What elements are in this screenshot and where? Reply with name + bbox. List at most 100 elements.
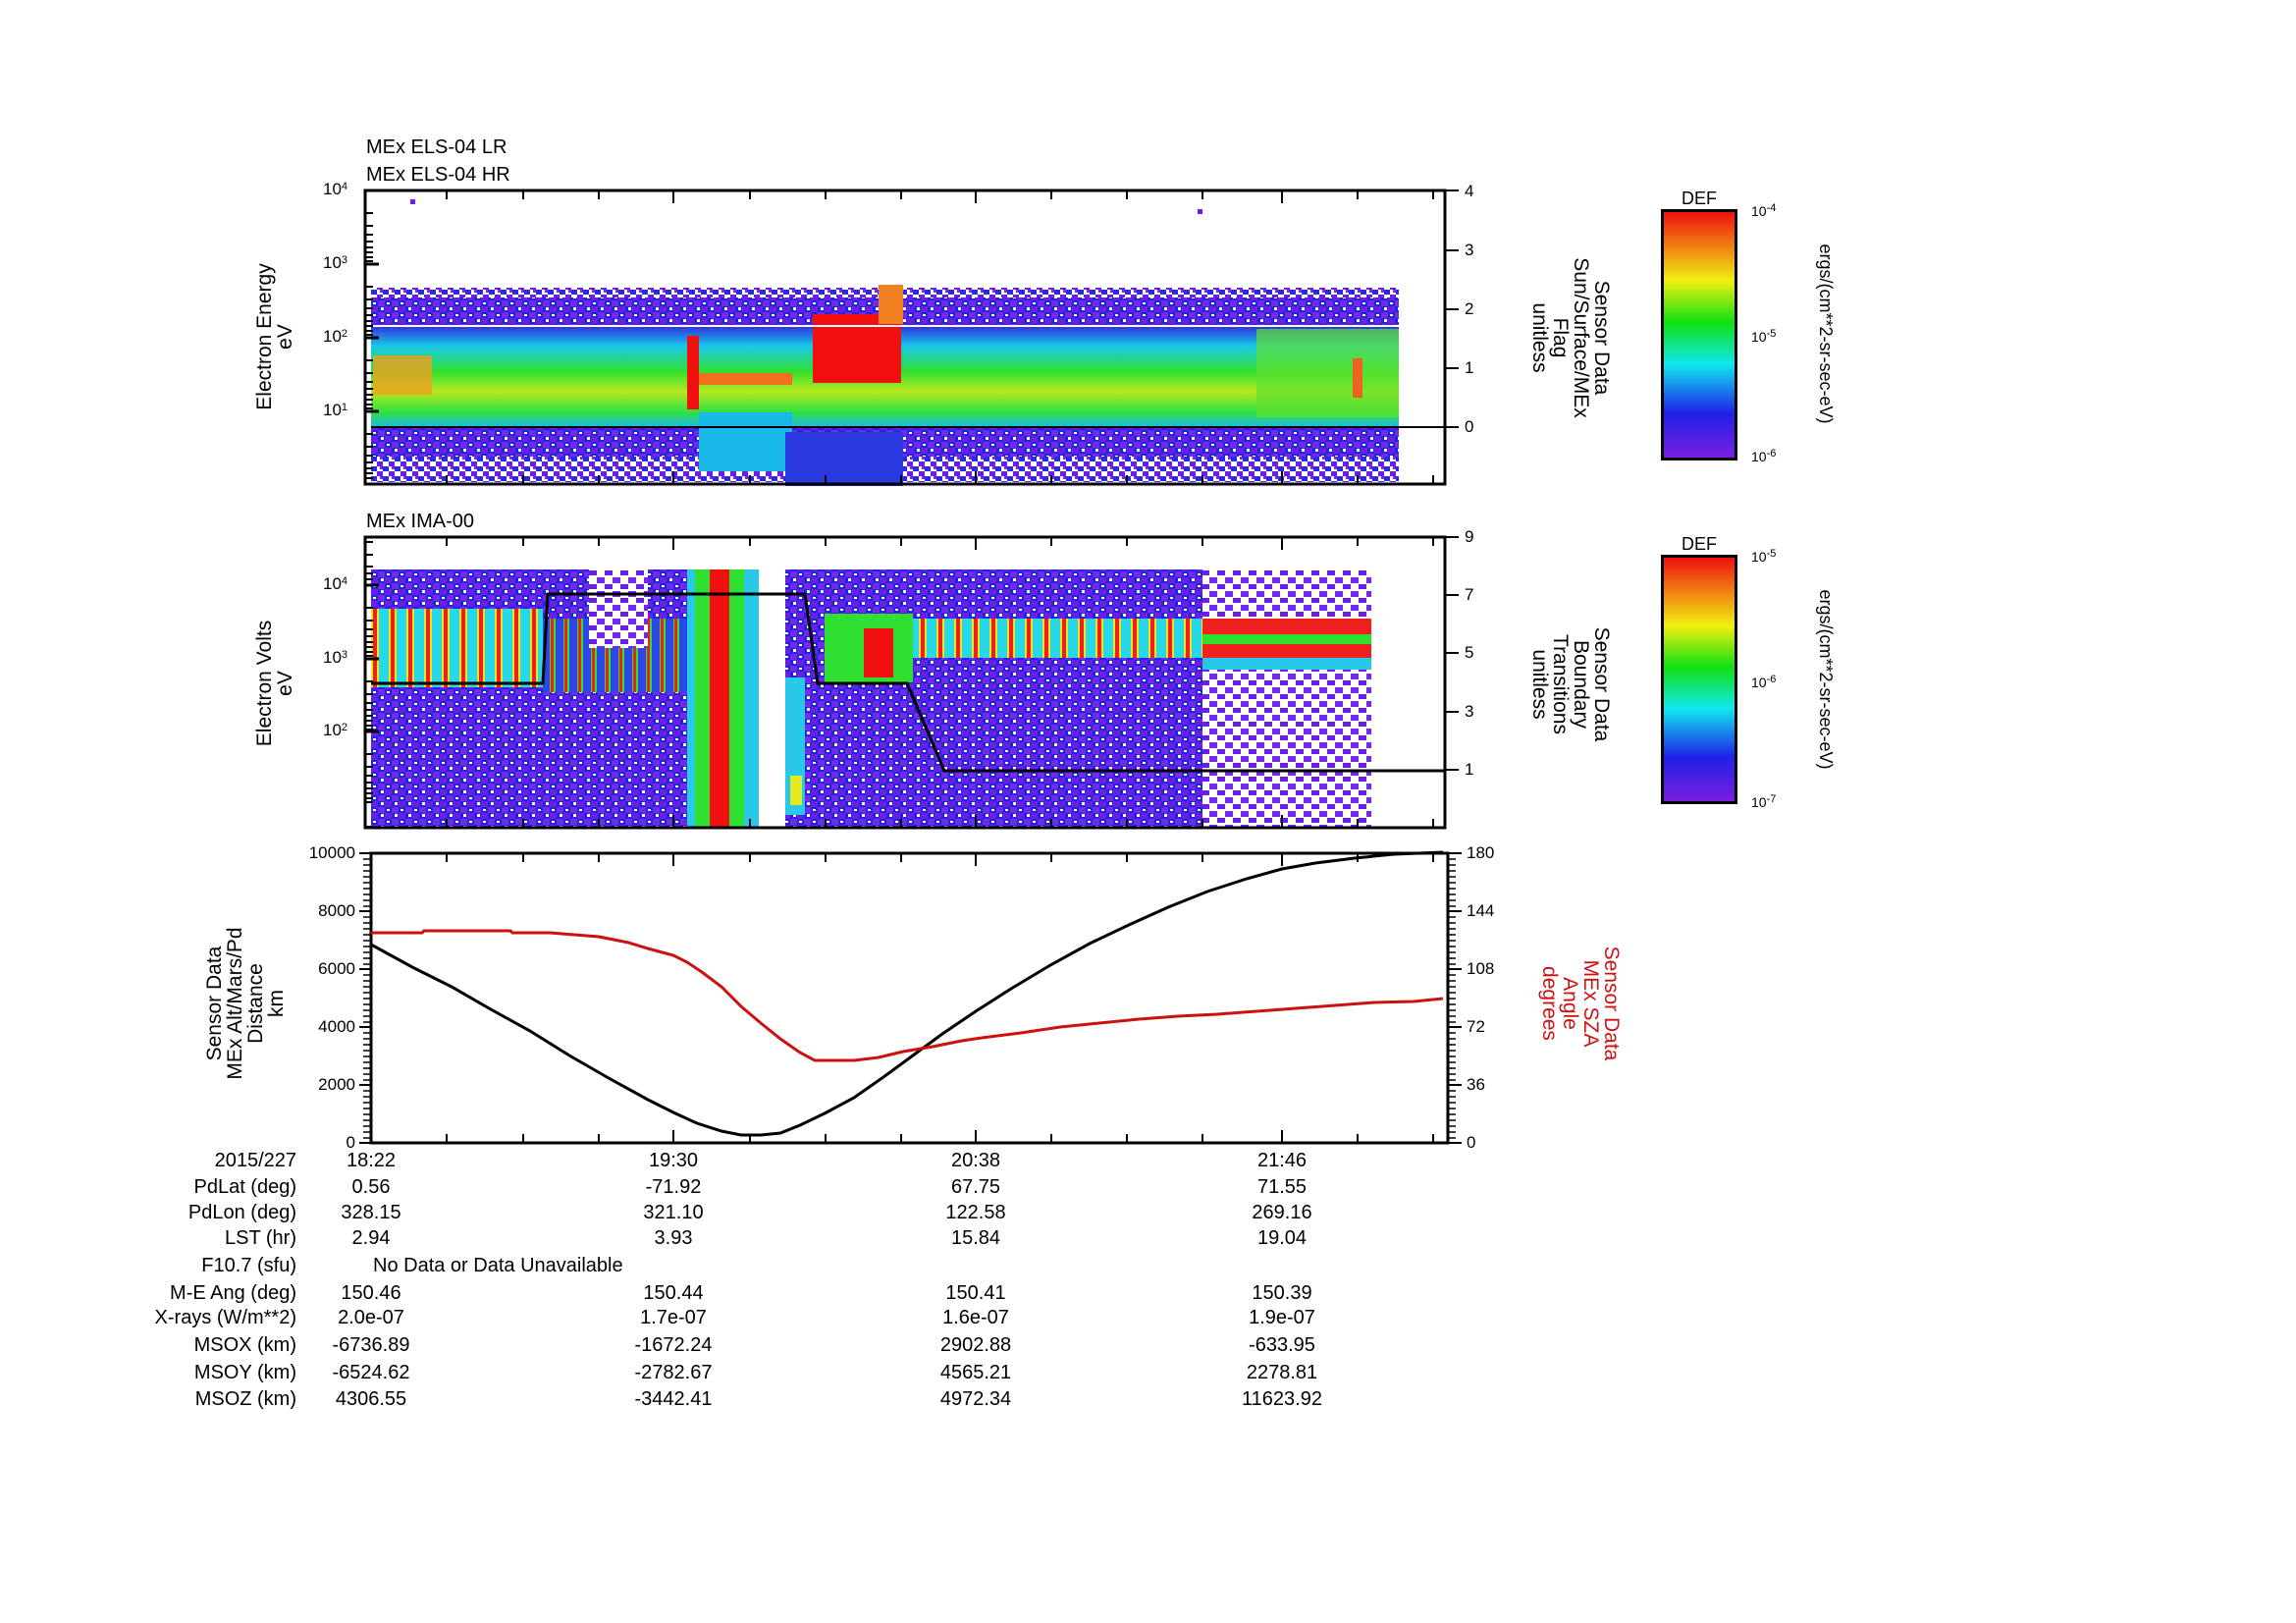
ima-ytick-1e4: 104 (323, 574, 348, 593)
eph-value: 150.46 (341, 1282, 401, 1304)
eph-label-date: 2015/227 (214, 1150, 296, 1171)
eph-value: 0.56 (351, 1176, 391, 1198)
eph-label-pdlat: PdLat (deg) (193, 1176, 296, 1198)
eph-value: -2782.67 (634, 1362, 713, 1383)
ima-rtick-3: 3 (1465, 702, 1474, 721)
eph-value: 3.93 (654, 1227, 693, 1249)
els-ytick-1e2: 102 (323, 327, 348, 346)
eph-value: -71.92 (645, 1176, 702, 1198)
els-axes (363, 189, 1459, 486)
orbit-rtick-180: 180 (1467, 843, 1495, 862)
els-colorbar-mid: 10-5 (1751, 328, 1777, 345)
eph-value: 2.94 (351, 1227, 391, 1249)
eph-value: -6524.62 (332, 1362, 410, 1383)
orbit-ylabel-left: Sensor Data MEx Alt/Mars/Pd Distance km (203, 927, 288, 1080)
eph-value: 122.58 (945, 1202, 1006, 1223)
orbit-ytick-8000: 8000 (318, 901, 355, 920)
ima-colorbar-mid: 10-6 (1751, 674, 1777, 690)
ima-rtick-5: 5 (1465, 643, 1474, 662)
eph-value: 328.15 (341, 1202, 401, 1223)
ima-colorbar-min: 10-7 (1751, 793, 1777, 810)
orbit-rtick-72: 72 (1467, 1017, 1485, 1036)
ima-rtick-9: 9 (1465, 527, 1474, 546)
eph-value: 321.10 (643, 1202, 704, 1223)
eph-value: 150.44 (643, 1282, 704, 1304)
eph-value: 1.6e-07 (942, 1307, 1009, 1328)
eph-label-msoy: MSOY (km) (193, 1362, 296, 1383)
ima-colorbar-title: DEF (1682, 534, 1717, 554)
els-rtick-0: 0 (1465, 417, 1474, 436)
eph-value: 2278.81 (1246, 1362, 1318, 1383)
orbit-rtick-0: 0 (1467, 1133, 1476, 1152)
ima-axes (363, 535, 1459, 830)
ima-ytick-1e2: 102 (323, 721, 348, 739)
eph-value: 4565.21 (939, 1362, 1012, 1383)
els-ytick-1e3: 103 (323, 253, 348, 272)
orbit-rtick-108: 108 (1467, 959, 1495, 978)
orbit-rtick-36: 36 (1467, 1075, 1485, 1094)
els-title-hr: MEx ELS-04 HR (366, 164, 510, 186)
eph-f107-note: No Data or Data Unavailable (373, 1255, 623, 1276)
els-rtick-2: 2 (1465, 299, 1474, 318)
ima-title: MEx IMA-00 (366, 511, 475, 532)
eph-value: 269.16 (1252, 1202, 1312, 1223)
eph-time: 20:38 (950, 1150, 1001, 1171)
els-colorbar-max: 10-4 (1751, 202, 1777, 219)
els-ytick-1e1: 101 (323, 401, 348, 419)
ima-colorbar (1661, 555, 1737, 804)
eph-time: 18:22 (346, 1150, 397, 1171)
orbit-ytick-10000: 10000 (308, 843, 355, 862)
eph-value: 11623.92 (1242, 1388, 1322, 1410)
els-rtick-3: 3 (1465, 241, 1474, 259)
orbit-ytick-2000: 2000 (318, 1075, 355, 1094)
els-ytick-1e4: 104 (323, 180, 348, 198)
eph-value: 67.75 (950, 1176, 1001, 1198)
orbit-ytick-6000: 6000 (318, 959, 355, 978)
els-colorbar (1661, 209, 1737, 460)
els-colorbar-min: 10-6 (1751, 448, 1777, 464)
orbit-ytick-0: 0 (346, 1133, 355, 1152)
eph-time: 21:46 (1256, 1150, 1308, 1171)
orbit-ylabel-right: Sensor Data MEx SZA Angle degrees (1538, 946, 1623, 1061)
eph-value: 2902.88 (939, 1334, 1012, 1356)
ima-spectrogram (371, 569, 1445, 827)
eph-value: 4306.55 (335, 1388, 407, 1410)
eph-value: -6736.89 (332, 1334, 410, 1356)
orbit-ytick-4000: 4000 (318, 1017, 355, 1036)
sza-line (371, 929, 1444, 1062)
eph-value: 150.41 (945, 1282, 1006, 1304)
eph-value: 1.9e-07 (1249, 1307, 1315, 1328)
eph-value: -633.95 (1249, 1334, 1315, 1356)
eph-value: 15.84 (950, 1227, 1001, 1249)
eph-label-lst: LST (hr) (225, 1227, 296, 1249)
altitude-line (370, 850, 1444, 1137)
eph-label-me-ang: M-E Ang (deg) (170, 1282, 296, 1304)
eph-value: 19.04 (1256, 1227, 1308, 1249)
eph-label-pdlon: PdLon (deg) (187, 1202, 296, 1223)
eph-value: 4972.34 (939, 1388, 1012, 1410)
eph-label-xrays: X-rays (W/m**2) (154, 1307, 296, 1328)
els-colorbar-title: DEF (1682, 189, 1717, 208)
eph-value: 150.39 (1252, 1282, 1312, 1304)
eph-label-msoz: MSOZ (km) (194, 1388, 296, 1410)
orbit-rtick-144: 144 (1467, 901, 1495, 920)
eph-value: 1.7e-07 (640, 1307, 707, 1328)
ima-rtick-7: 7 (1465, 585, 1474, 604)
els-title-lr: MEx ELS-04 LR (366, 136, 507, 158)
eph-value: 71.55 (1256, 1176, 1308, 1198)
eph-label-msox: MSOX (km) (193, 1334, 296, 1356)
els-rtick-1: 1 (1465, 358, 1474, 377)
ima-ytick-1e3: 103 (323, 648, 348, 667)
eph-value: -3442.41 (634, 1388, 713, 1410)
eph-value: -1672.24 (634, 1334, 713, 1356)
orbit-axes (359, 851, 1462, 1145)
ima-rtick-1: 1 (1465, 760, 1474, 779)
els-spectrogram (371, 199, 1445, 486)
eph-value: 2.0e-07 (338, 1307, 404, 1328)
boundary-transitions-line (371, 592, 1445, 773)
eph-label-f107: F10.7 (sfu) (201, 1255, 296, 1276)
ima-colorbar-max: 10-5 (1751, 548, 1777, 565)
